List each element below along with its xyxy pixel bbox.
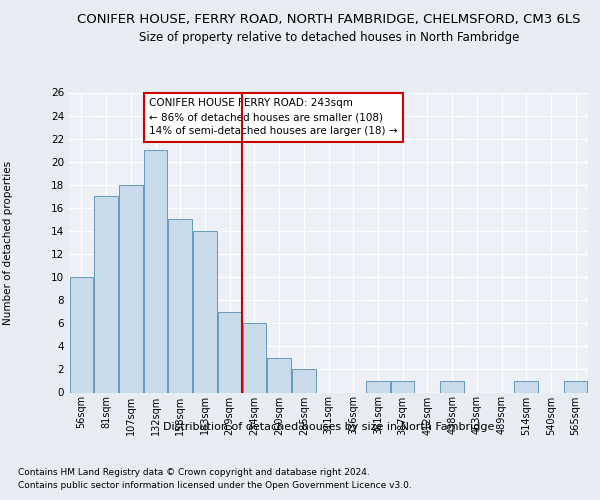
Bar	[70, 277, 93, 392]
Bar	[292, 370, 316, 392]
Bar	[564, 381, 587, 392]
Bar	[94, 196, 118, 392]
Bar	[119, 185, 143, 392]
Bar	[193, 231, 217, 392]
Bar	[268, 358, 291, 392]
Bar	[218, 312, 241, 392]
Text: Number of detached properties: Number of detached properties	[3, 160, 13, 324]
Bar	[391, 381, 415, 392]
Bar	[169, 220, 192, 392]
Text: Size of property relative to detached houses in North Fambridge: Size of property relative to detached ho…	[139, 31, 519, 44]
Text: Distribution of detached houses by size in North Fambridge: Distribution of detached houses by size …	[163, 422, 494, 432]
Bar	[242, 324, 266, 392]
Text: Contains public sector information licensed under the Open Government Licence v3: Contains public sector information licen…	[18, 482, 412, 490]
Bar	[144, 150, 167, 392]
Text: CONIFER HOUSE, FERRY ROAD, NORTH FAMBRIDGE, CHELMSFORD, CM3 6LS: CONIFER HOUSE, FERRY ROAD, NORTH FAMBRID…	[77, 12, 581, 26]
Text: CONIFER HOUSE FERRY ROAD: 243sqm
← 86% of detached houses are smaller (108)
14% : CONIFER HOUSE FERRY ROAD: 243sqm ← 86% o…	[149, 98, 398, 136]
Text: Contains HM Land Registry data © Crown copyright and database right 2024.: Contains HM Land Registry data © Crown c…	[18, 468, 370, 477]
Bar	[514, 381, 538, 392]
Bar	[366, 381, 389, 392]
Bar	[440, 381, 464, 392]
